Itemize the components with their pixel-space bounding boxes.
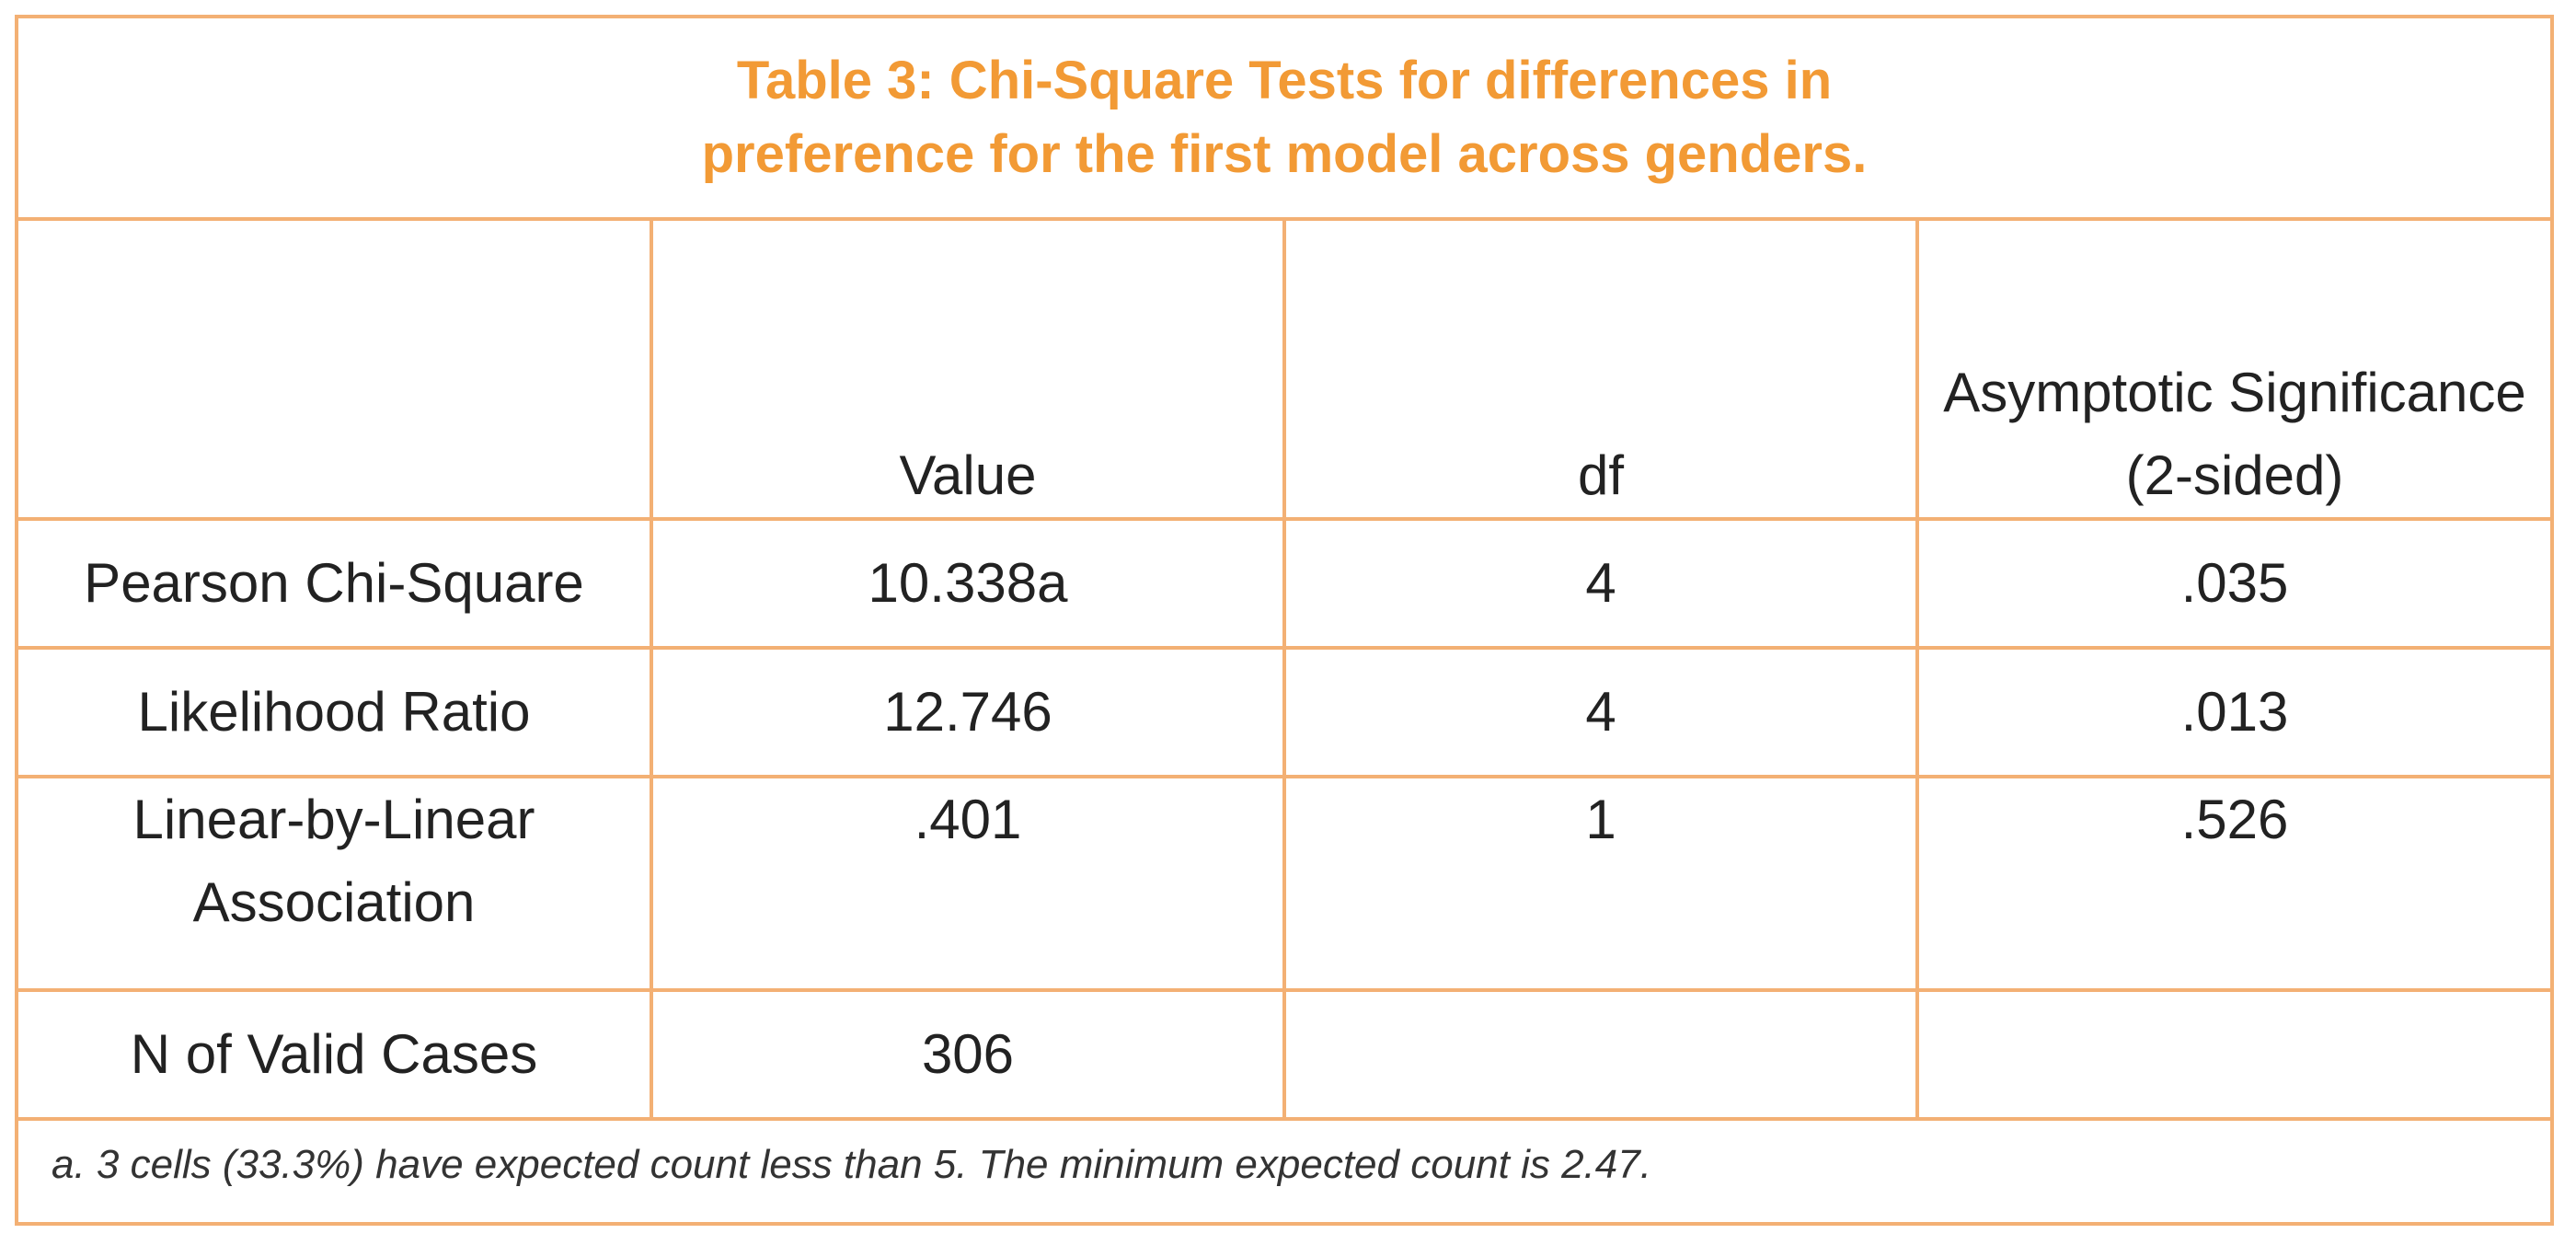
row-label: Pearson Chi-Square (18, 517, 653, 650)
value-cell: 306 (650, 988, 1286, 1121)
table-row: Pearson Chi-Square 10.338a 4 .035 (18, 517, 2550, 650)
row-label: Linear-by-Linear Association (18, 775, 653, 992)
header-cell-df: df (1282, 221, 1919, 521)
significance-cell: .035 (1915, 517, 2550, 650)
df-cell (1282, 988, 1919, 1121)
df-cell: 4 (1282, 517, 1919, 650)
significance-cell: .013 (1915, 646, 2550, 778)
df-cell: 1 (1282, 775, 1919, 992)
table-title-cell: Table 3: Chi-Square Tests for difference… (18, 18, 2550, 221)
value-cell: 10.338a (650, 517, 1286, 650)
value-cell: .401 (650, 775, 1286, 992)
chi-square-table: Value df Asymptotic Significance (2-side… (18, 221, 2550, 1121)
table-row: Likelihood Ratio 12.746 4 .013 (18, 646, 2550, 778)
header-cell-significance: Asymptotic Significance (2-sided) (1915, 221, 2550, 521)
table-title: Table 3: Chi-Square Tests for difference… (701, 51, 1868, 184)
table-row: Linear-by-Linear Association .401 1 .526 (18, 775, 2550, 992)
value-cell: 12.746 (650, 646, 1286, 778)
header-cell-empty (18, 221, 653, 521)
header-row: Value df Asymptotic Significance (2-side… (18, 221, 2550, 521)
df-cell: 4 (1282, 646, 1919, 778)
row-label: Likelihood Ratio (18, 646, 653, 778)
significance-cell: .526 (1915, 775, 2550, 992)
significance-cell (1915, 988, 2550, 1121)
table-row: N of Valid Cases 306 (18, 988, 2550, 1121)
table-footnote: a. 3 cells (33.3%) have expected count l… (52, 1142, 1651, 1187)
table-frame: Table 3: Chi-Square Tests for difference… (15, 15, 2554, 1226)
header-cell-value: Value (650, 221, 1286, 521)
row-label: N of Valid Cases (18, 988, 653, 1121)
